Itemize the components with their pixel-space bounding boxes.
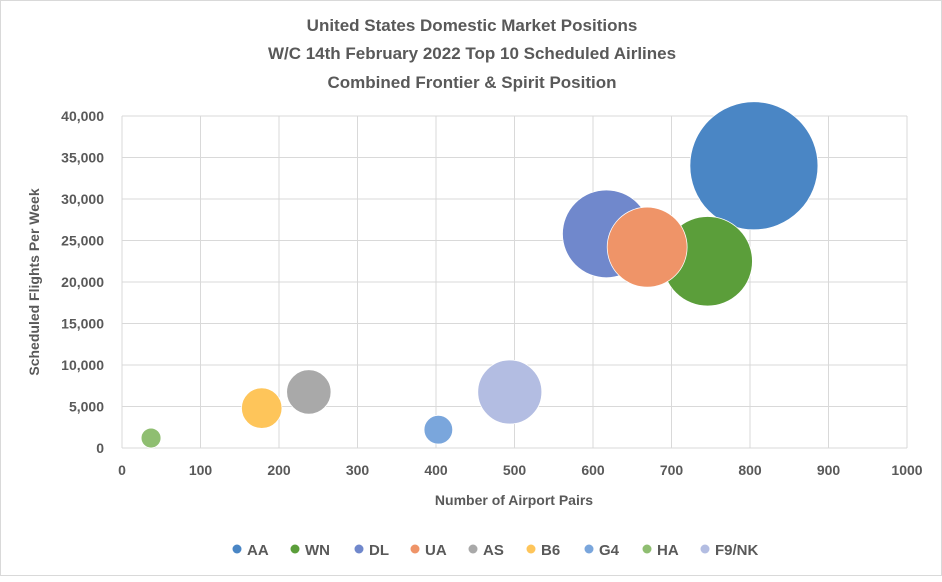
legend-label: AA [247, 542, 269, 559]
bubble-f9-nk [477, 359, 543, 425]
y-tick-label: 35,000 [61, 150, 104, 166]
x-tick-label: 500 [503, 462, 527, 478]
legend-marker [468, 544, 478, 554]
legend-marker [290, 544, 300, 554]
bubbles [140, 101, 819, 449]
x-tick-label: 800 [738, 462, 762, 478]
legend-label: AS [483, 542, 504, 559]
bubble-ha [140, 427, 162, 449]
legend-label: HA [657, 542, 679, 559]
x-tick-label: 300 [346, 462, 370, 478]
y-axis-label: Scheduled Flights Per Week [26, 188, 42, 375]
legend-label: DL [369, 542, 389, 559]
y-tick-label: 30,000 [61, 191, 104, 207]
y-tick-label: 40,000 [61, 108, 104, 124]
legend-marker [700, 544, 710, 554]
x-tick-label: 600 [581, 462, 605, 478]
bubble-ua [606, 206, 688, 288]
y-tick-label: 25,000 [61, 233, 104, 249]
legend-item-as: AS [468, 542, 504, 559]
x-tick-label: 900 [817, 462, 841, 478]
legend-item-ha: HA [642, 542, 679, 559]
bubble-aa [689, 101, 819, 231]
title-line-1: United States Domestic Market Positions [307, 16, 638, 35]
y-axis-ticks: 0 5,000 10,000 15,000 20,000 25,000 30,000 35,0… [61, 108, 104, 456]
y-tick-label: 0 [96, 440, 104, 456]
legend-label: UA [425, 542, 447, 559]
legend-item-aa: AA [232, 542, 269, 559]
x-tick-label: 400 [424, 462, 448, 478]
title-line-2: W/C 14th February 2022 Top 10 Scheduled … [268, 44, 676, 63]
legend-marker [354, 544, 364, 554]
legend-label: B6 [541, 542, 560, 559]
x-tick-label: 200 [267, 462, 291, 478]
y-tick-label: 10,000 [61, 357, 104, 373]
x-tick-label: 1000 [891, 462, 922, 478]
y-tick-label: 15,000 [61, 316, 104, 332]
legend-label: G4 [599, 542, 620, 559]
x-tick-label: 700 [660, 462, 684, 478]
legend-marker [584, 544, 594, 554]
x-axis-label: Number of Airport Pairs [435, 492, 593, 508]
x-tick-label: 0 [118, 462, 126, 478]
legend-marker [232, 544, 242, 554]
legend: AA WN DL UA AS B6 G4 HA F9/NK [232, 542, 759, 559]
legend-item-b6: B6 [526, 542, 560, 559]
legend-item-dl: DL [354, 542, 389, 559]
legend-item-g4: G4 [584, 542, 620, 559]
bubble-g4 [423, 415, 454, 445]
legend-label: F9/NK [715, 542, 759, 559]
legend-marker [526, 544, 536, 554]
x-axis-ticks: 0 100 200 300 400 500 600 700 800 900 1000 [118, 462, 923, 478]
y-tick-label: 5,000 [69, 399, 104, 415]
y-tick-label: 20,000 [61, 274, 104, 290]
legend-label: WN [305, 542, 330, 559]
x-tick-label: 100 [189, 462, 213, 478]
legend-marker [410, 544, 420, 554]
legend-item-wn: WN [290, 542, 330, 559]
title-line-3: Combined Frontier & Spirit Position [328, 73, 617, 92]
bubble-b6 [241, 387, 283, 429]
legend-item-ua: UA [410, 542, 447, 559]
legend-item-f9-nk: F9/NK [700, 542, 759, 559]
bubble-as [286, 369, 332, 415]
chart-title: United States Domestic Market Positions … [268, 16, 676, 92]
legend-marker [642, 544, 652, 554]
